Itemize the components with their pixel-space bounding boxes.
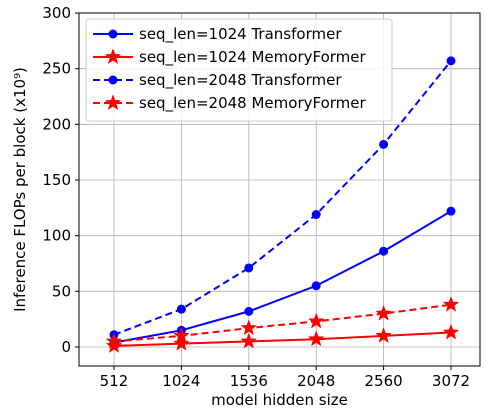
y-tick-label: 50 [52, 282, 71, 300]
y-tick-label: 300 [42, 4, 71, 22]
series-2 [105, 323, 460, 353]
legend-item: seq_len=2048 MemoryFormer [93, 94, 366, 113]
y-tick-label: 0 [61, 338, 71, 356]
data-point [240, 319, 258, 336]
data-point [105, 337, 123, 353]
series-lines [105, 56, 460, 353]
legend-label: seq_len=2048 MemoryFormer [139, 94, 366, 113]
x-tick-label: 3072 [432, 372, 470, 390]
legend-label: seq_len=1024 Transformer [139, 25, 342, 44]
data-point [173, 334, 190, 351]
axis-ticks: 512 1024 1536 2048 2560 3072 0 50 100 150 200 250 30… [42, 4, 470, 390]
data-point [446, 56, 456, 66]
legend-item: seq_len=1024 MemoryFormer [93, 48, 366, 67]
data-point [442, 295, 460, 312]
data-point [375, 304, 392, 321]
series-line [113, 60, 452, 336]
series-1 [109, 206, 456, 348]
series-3 [109, 56, 456, 340]
series-line [113, 331, 452, 347]
legend-item: seq_len=2048 Transformer [93, 71, 342, 90]
data-point [244, 263, 254, 273]
data-point [307, 330, 325, 347]
x-tick-label: 2048 [297, 372, 335, 390]
data-point [375, 327, 392, 343]
data-point [311, 210, 321, 220]
legend-marker [108, 75, 118, 85]
x-axis-title: model hidden size [211, 391, 348, 409]
x-tick-label: 1024 [162, 372, 200, 390]
legend-marker [108, 29, 118, 39]
data-point [442, 323, 460, 340]
legend-item: seq_len=1024 Transformer [93, 25, 342, 44]
y-tick-label: 250 [42, 60, 71, 78]
series-line [113, 210, 452, 344]
y-tick-label: 200 [42, 115, 71, 133]
data-point [105, 332, 123, 349]
x-tick-label: 512 [100, 372, 129, 390]
data-point [244, 306, 254, 316]
data-point [240, 332, 258, 349]
data-point [173, 327, 190, 343]
data-point [311, 281, 321, 291]
data-point [446, 206, 456, 216]
legend-box [85, 18, 393, 122]
legend-marker [104, 94, 122, 111]
legend-marker [104, 48, 122, 65]
x-tick-label: 1536 [230, 372, 268, 390]
data-point [379, 139, 389, 149]
series-4 [105, 295, 460, 349]
series-line [113, 303, 452, 343]
plot-frame [78, 12, 481, 367]
y-tick-label: 150 [42, 171, 71, 189]
legend-label: seq_len=1024 MemoryFormer [139, 48, 366, 67]
y-tick-label: 100 [42, 227, 71, 245]
x-tick-label: 2560 [365, 372, 403, 390]
data-point [176, 304, 186, 314]
data-point [307, 312, 325, 329]
data-point [379, 246, 389, 256]
legend-label: seq_len=2048 Transformer [139, 71, 342, 90]
legend: seq_len=1024 Transformer seq_len=1024 Mem… [85, 18, 393, 122]
y-axis-title: Inference FLOPs per block (x10⁹) [11, 67, 29, 312]
